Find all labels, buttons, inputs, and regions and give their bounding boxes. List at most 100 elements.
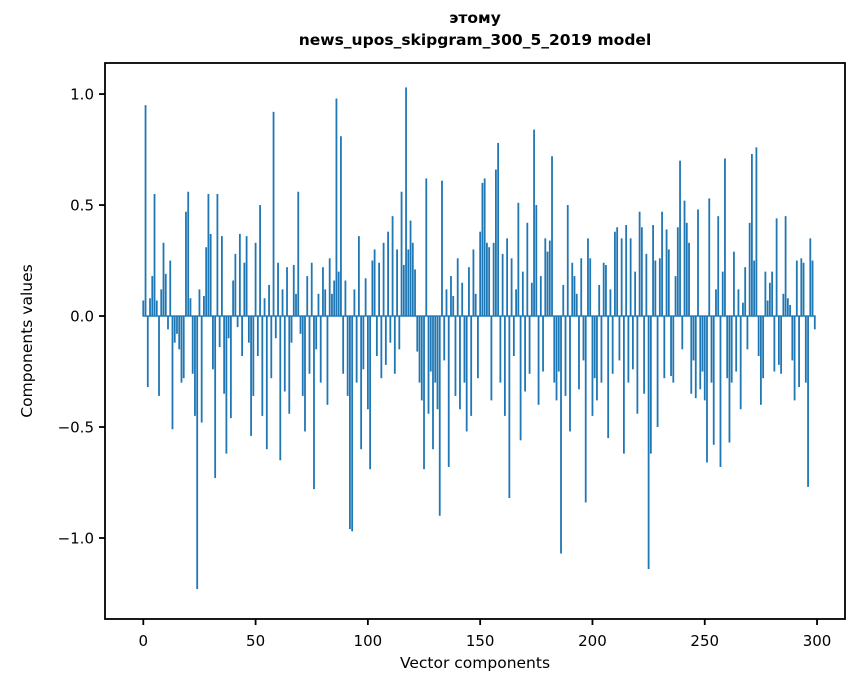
bar bbox=[420, 316, 423, 401]
bar bbox=[151, 276, 154, 317]
bar bbox=[452, 296, 455, 317]
bar bbox=[544, 238, 547, 317]
bar bbox=[739, 316, 742, 410]
bars-group bbox=[142, 87, 816, 590]
bar bbox=[373, 249, 376, 317]
bar bbox=[436, 316, 439, 410]
bar bbox=[584, 316, 587, 503]
bar bbox=[510, 258, 513, 317]
bar bbox=[699, 316, 702, 390]
bar bbox=[176, 316, 178, 334]
bar bbox=[142, 300, 145, 317]
bar bbox=[721, 271, 724, 317]
bar bbox=[490, 316, 493, 401]
bar bbox=[766, 300, 769, 317]
bar bbox=[519, 316, 522, 441]
bar bbox=[701, 316, 704, 372]
bar bbox=[375, 316, 378, 356]
bar bbox=[429, 316, 432, 372]
bar bbox=[456, 258, 459, 317]
bar bbox=[180, 316, 183, 383]
bar bbox=[521, 271, 524, 317]
bar bbox=[811, 260, 814, 317]
bar bbox=[355, 316, 358, 383]
bar bbox=[726, 316, 729, 379]
bar bbox=[432, 316, 434, 450]
bar bbox=[301, 316, 304, 396]
bar bbox=[708, 198, 711, 317]
bar bbox=[753, 260, 756, 317]
bar bbox=[238, 233, 241, 317]
bar bbox=[306, 276, 309, 317]
bar bbox=[768, 282, 771, 317]
bar bbox=[488, 247, 491, 317]
bar bbox=[719, 316, 722, 467]
bar bbox=[665, 229, 668, 317]
bar bbox=[712, 316, 715, 445]
bar bbox=[697, 209, 699, 317]
bar bbox=[218, 316, 221, 348]
bar bbox=[472, 249, 475, 317]
bar bbox=[560, 316, 562, 554]
bar bbox=[479, 231, 482, 317]
bar bbox=[418, 316, 421, 383]
axes-frame bbox=[104, 62, 846, 620]
bar bbox=[241, 316, 244, 356]
bar bbox=[438, 316, 441, 516]
bar bbox=[692, 316, 695, 361]
bar bbox=[149, 298, 151, 317]
bar bbox=[564, 316, 567, 396]
bar bbox=[205, 247, 208, 317]
bar bbox=[654, 260, 657, 317]
bar bbox=[562, 284, 565, 317]
bar bbox=[497, 142, 500, 317]
bar bbox=[809, 238, 812, 317]
bar bbox=[620, 238, 623, 317]
bar bbox=[162, 242, 165, 317]
bar bbox=[791, 316, 794, 361]
bar bbox=[465, 316, 468, 432]
bar bbox=[411, 242, 414, 317]
bar bbox=[427, 316, 430, 414]
bar bbox=[189, 298, 192, 317]
bar bbox=[160, 289, 163, 317]
y-tick-label: −0.5 bbox=[58, 419, 94, 437]
bar bbox=[402, 264, 405, 317]
bar bbox=[178, 316, 181, 350]
bar bbox=[474, 293, 477, 317]
bar bbox=[600, 316, 603, 383]
bar bbox=[447, 316, 450, 467]
bar bbox=[216, 193, 219, 317]
bar bbox=[710, 316, 713, 383]
bar bbox=[155, 300, 158, 317]
bar bbox=[771, 271, 774, 317]
bar bbox=[250, 316, 252, 436]
bar bbox=[236, 316, 239, 328]
bar bbox=[573, 276, 576, 317]
bar bbox=[640, 227, 643, 317]
bar bbox=[342, 316, 345, 374]
bar bbox=[144, 105, 147, 317]
bar bbox=[481, 182, 484, 317]
bar bbox=[515, 289, 517, 317]
bar bbox=[717, 216, 720, 317]
bar bbox=[663, 316, 666, 379]
bar bbox=[328, 258, 331, 317]
bar bbox=[728, 316, 731, 443]
bar bbox=[286, 267, 288, 317]
bar bbox=[247, 316, 250, 343]
bar bbox=[582, 316, 585, 361]
bar bbox=[503, 316, 506, 416]
bar bbox=[553, 316, 556, 383]
bar bbox=[676, 227, 679, 317]
bar bbox=[685, 222, 688, 317]
x-tick-label: 250 bbox=[690, 632, 719, 650]
bar bbox=[423, 316, 425, 470]
bar bbox=[670, 316, 672, 376]
bar bbox=[528, 316, 531, 374]
bar bbox=[688, 242, 690, 317]
bar bbox=[396, 249, 398, 317]
bar bbox=[634, 271, 637, 317]
bar bbox=[434, 316, 437, 383]
bar bbox=[501, 253, 504, 317]
